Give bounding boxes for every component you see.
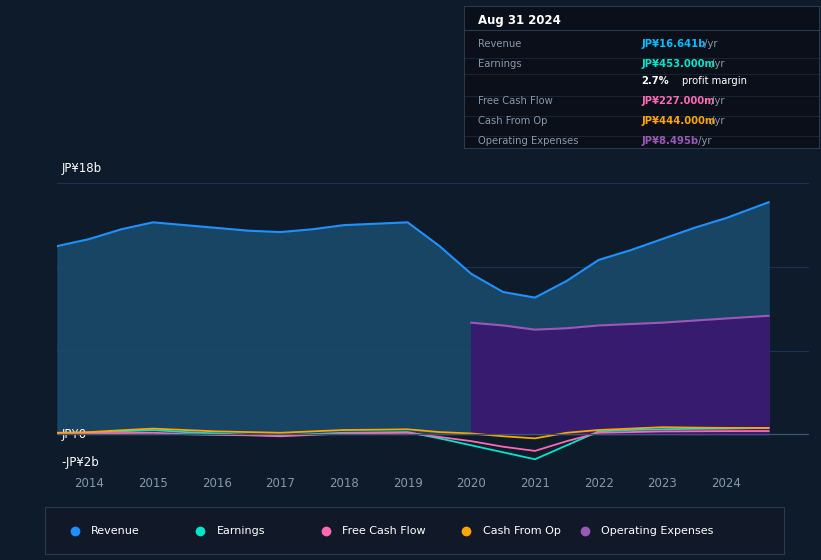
Text: 2014: 2014 <box>75 477 104 491</box>
Text: JP¥444.000m: JP¥444.000m <box>641 116 716 126</box>
Text: 2024: 2024 <box>711 477 741 491</box>
Text: JP¥18b: JP¥18b <box>62 162 101 175</box>
Text: Revenue: Revenue <box>478 39 521 49</box>
Text: JP¥8.495b: JP¥8.495b <box>641 136 699 146</box>
Text: JP¥453.000m: JP¥453.000m <box>641 59 715 69</box>
Text: Cash From Op: Cash From Op <box>483 526 561 535</box>
Text: JP¥16.641b: JP¥16.641b <box>641 39 706 49</box>
Text: Operating Expenses: Operating Expenses <box>601 526 713 535</box>
Text: Cash From Op: Cash From Op <box>478 116 548 126</box>
Text: Revenue: Revenue <box>91 526 140 535</box>
Text: 2017: 2017 <box>265 477 296 491</box>
Text: Operating Expenses: Operating Expenses <box>478 136 579 146</box>
Text: 2015: 2015 <box>138 477 167 491</box>
Text: profit margin: profit margin <box>682 76 747 86</box>
Text: /yr: /yr <box>701 39 718 49</box>
Text: 2018: 2018 <box>329 477 359 491</box>
Text: 2020: 2020 <box>456 477 486 491</box>
Text: Earnings: Earnings <box>217 526 265 535</box>
Text: 2021: 2021 <box>520 477 550 491</box>
Text: 2022: 2022 <box>584 477 613 491</box>
Text: 2016: 2016 <box>202 477 232 491</box>
Text: /yr: /yr <box>708 116 724 126</box>
Text: Aug 31 2024: Aug 31 2024 <box>478 14 561 27</box>
Text: 2.7%: 2.7% <box>641 76 669 86</box>
Text: /yr: /yr <box>708 96 724 106</box>
Text: 2023: 2023 <box>648 477 677 491</box>
Text: JP¥227.000m: JP¥227.000m <box>641 96 715 106</box>
Text: JP¥0: JP¥0 <box>62 428 86 441</box>
Text: -JP¥2b: -JP¥2b <box>62 455 99 469</box>
Text: Free Cash Flow: Free Cash Flow <box>342 526 426 535</box>
Text: Free Cash Flow: Free Cash Flow <box>478 96 553 106</box>
Text: Earnings: Earnings <box>478 59 521 69</box>
Text: 2019: 2019 <box>392 477 423 491</box>
Text: /yr: /yr <box>695 136 712 146</box>
Text: /yr: /yr <box>708 59 724 69</box>
